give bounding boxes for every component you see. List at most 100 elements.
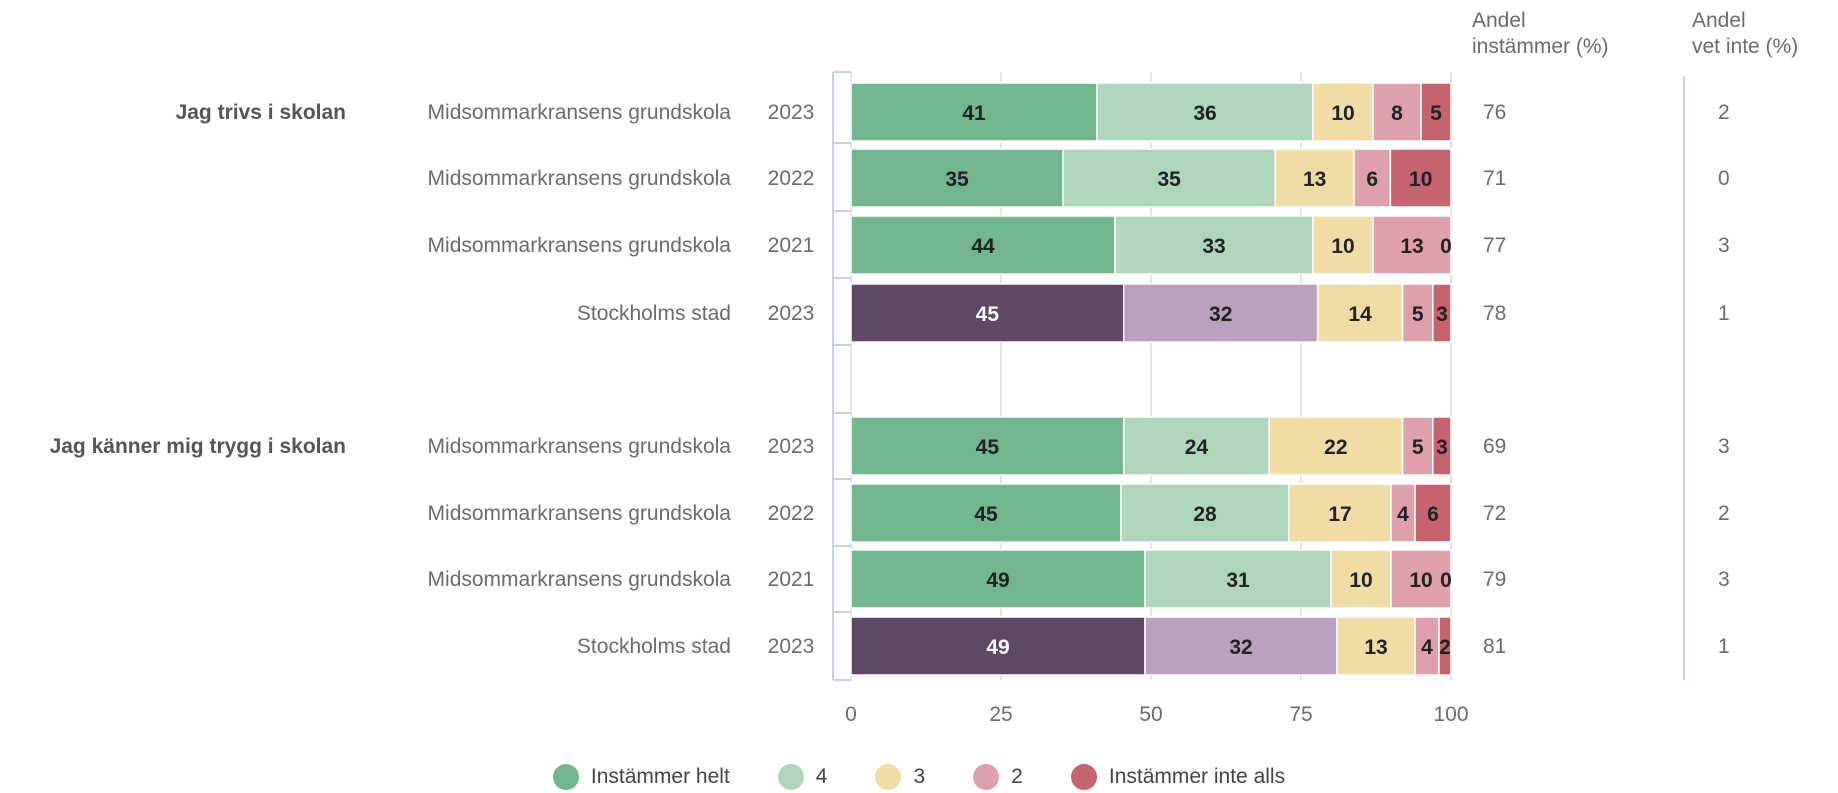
- data-label: 45: [976, 436, 1000, 459]
- legend-swatch: [875, 764, 902, 790]
- data-label: 4: [1397, 503, 1409, 526]
- bar-segment: [1312, 82, 1374, 142]
- bar-segment: [850, 82, 1098, 142]
- legend-label: Instämmer inte alls: [1108, 765, 1286, 788]
- data-label: 0: [1440, 569, 1452, 592]
- header-share-dont-know: Andel vet inte (%): [1692, 9, 1799, 58]
- share-dont-know-value: 0: [1718, 167, 1730, 190]
- x-tick-label: 75: [1289, 703, 1312, 726]
- unit-label: Midsommarkransens grundskola: [428, 502, 732, 525]
- bar-segment: [1432, 416, 1452, 476]
- bar-segment: [1401, 283, 1434, 343]
- data-label: 10: [1331, 235, 1354, 258]
- data-label: 3: [1436, 303, 1448, 326]
- bar-segment: [1114, 215, 1314, 275]
- data-label: 31: [1226, 569, 1250, 592]
- share-dont-know-value: 3: [1718, 435, 1730, 458]
- bar-segment: [1330, 549, 1392, 609]
- bar-segment: [850, 416, 1125, 476]
- data-label: 28: [1193, 503, 1217, 526]
- bar-segment: [850, 283, 1125, 343]
- legend-item[interactable]: Instämmer inte alls: [1070, 764, 1286, 790]
- data-label: 24: [1185, 436, 1209, 459]
- share-agree-value: 76: [1483, 101, 1506, 124]
- data-label: 5: [1412, 303, 1424, 326]
- data-label: 35: [1158, 168, 1182, 191]
- data-label: 0: [1440, 235, 1452, 258]
- year-label: 2023: [768, 635, 815, 658]
- bar-segment: [1372, 215, 1452, 275]
- legend-item[interactable]: 3: [875, 764, 925, 790]
- data-label: 4: [1421, 636, 1433, 659]
- legend-item[interactable]: 2: [973, 764, 1023, 790]
- share-dont-know-value: 2: [1718, 101, 1730, 124]
- bar-segment: [1268, 416, 1404, 476]
- bar-segment: [1120, 483, 1290, 543]
- legend-label: 3: [913, 765, 926, 788]
- data-label: 10: [1409, 569, 1432, 592]
- data-label: 41: [962, 102, 986, 125]
- share-dont-know-value: 2: [1718, 502, 1730, 525]
- data-label: 35: [945, 168, 969, 191]
- unit-label: Stockholms stad: [577, 302, 731, 325]
- year-label: 2023: [768, 302, 815, 325]
- data-label: 5: [1412, 436, 1424, 459]
- bar-segment: [850, 483, 1122, 543]
- share-dont-know-value: 1: [1718, 635, 1730, 658]
- bar-segment: [1390, 483, 1416, 543]
- bar-segment: [1414, 616, 1440, 676]
- bar-segment: [1316, 283, 1404, 343]
- data-label: 6: [1427, 503, 1439, 526]
- share-dont-know-value: 3: [1718, 568, 1730, 591]
- unit-label: Midsommarkransens grundskola: [428, 568, 732, 591]
- data-label: 13: [1303, 168, 1326, 191]
- bar-segment: [1336, 616, 1416, 676]
- question-label: Jag känner mig trygg i skolan: [50, 435, 346, 458]
- data-label: 49: [986, 569, 1009, 592]
- data-label: 3: [1436, 436, 1448, 459]
- header-share-agree: Andel instämmer (%): [1472, 9, 1609, 58]
- bar-segment: [1062, 148, 1276, 208]
- data-label: 10: [1349, 569, 1372, 592]
- year-label: 2022: [768, 167, 815, 190]
- bar-segment: [1390, 549, 1452, 609]
- data-label: 33: [1202, 235, 1225, 258]
- unit-label: Stockholms stad: [577, 635, 731, 658]
- bar-segment: [1432, 283, 1452, 343]
- x-tick-label: 0: [845, 703, 857, 726]
- share-agree-value: 69: [1483, 435, 1506, 458]
- bar-segment: [1438, 616, 1452, 676]
- question-label: Jag trivs i skolan: [176, 101, 346, 124]
- legend-item[interactable]: 4: [777, 764, 827, 790]
- data-label: 6: [1366, 168, 1378, 191]
- legend-label: 2: [1011, 765, 1023, 788]
- share-agree-value: 78: [1483, 302, 1506, 325]
- bar-segment: [1122, 283, 1319, 343]
- legend-swatch: [973, 764, 1000, 790]
- data-label: 10: [1409, 168, 1432, 191]
- bar-segment: [1389, 148, 1452, 208]
- bar-segment: [850, 549, 1146, 609]
- bar-segment: [850, 215, 1116, 275]
- data-label: 45: [976, 303, 1000, 326]
- bar-segment: [1372, 82, 1422, 142]
- data-label: 5: [1430, 102, 1442, 125]
- legend-label: Instämmer helt: [590, 765, 730, 788]
- share-agree-value: 79: [1483, 568, 1506, 591]
- share-dont-know-value: 3: [1718, 234, 1730, 257]
- legend-swatch: [1070, 764, 1097, 790]
- legend-item[interactable]: Instämmer helt: [552, 764, 730, 790]
- bar-segment: [1096, 82, 1314, 142]
- bar-segment: [1414, 483, 1452, 543]
- bar-segment: [1420, 82, 1452, 142]
- bar-segment: [1288, 483, 1392, 543]
- legend-swatch: [777, 764, 804, 790]
- data-label: 45: [974, 503, 998, 526]
- bar-segment: [850, 148, 1064, 208]
- data-label: 36: [1193, 102, 1216, 125]
- unit-label: Midsommarkransens grundskola: [428, 167, 732, 190]
- bar-segment: [1122, 416, 1270, 476]
- data-label: 8: [1391, 102, 1403, 125]
- share-agree-value: 81: [1483, 635, 1506, 658]
- data-label: 22: [1324, 436, 1347, 459]
